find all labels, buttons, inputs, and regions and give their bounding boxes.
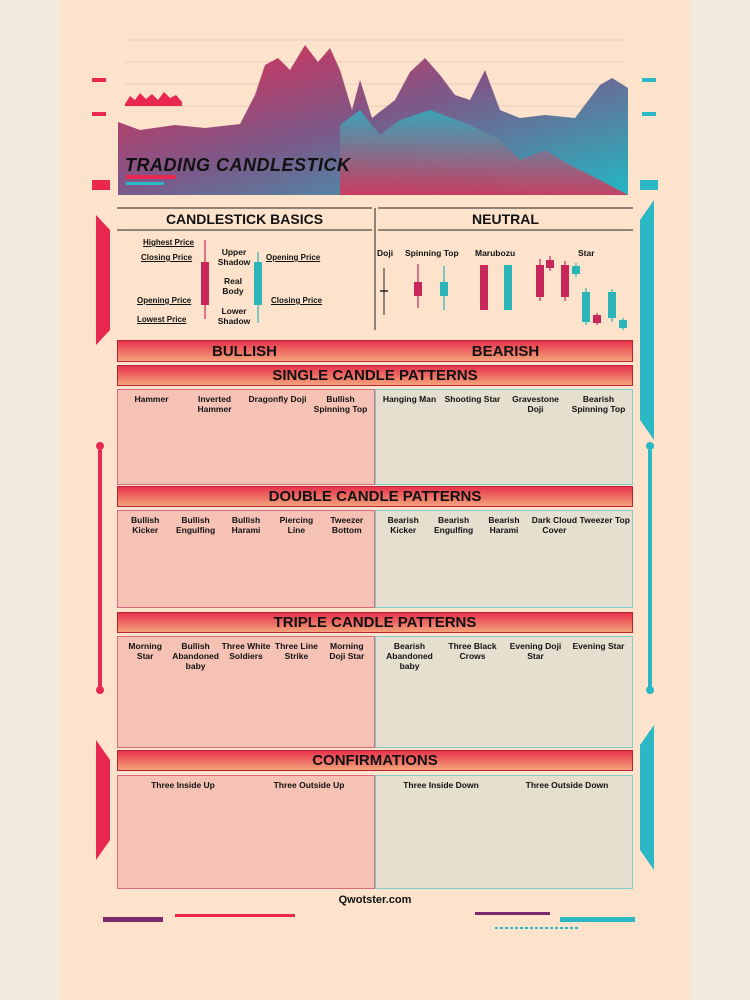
bullish-panel [117, 510, 375, 608]
neutral-label: Doji [377, 248, 394, 258]
pattern-label: Three Outside Up [273, 780, 345, 790]
section-heading: CANDLESTICK BASICS [165, 211, 324, 227]
basics-label: Highest Price [143, 238, 195, 247]
title-bar [126, 182, 164, 185]
candle-body [572, 266, 580, 274]
pattern-label: Bearish Engulfing [433, 515, 474, 535]
candle-body [414, 282, 422, 296]
pattern-label: Bullish Harami [231, 515, 261, 535]
pattern-label: Bullish Spinning Top [313, 394, 368, 414]
basics-label: Lower Shadow [217, 306, 251, 326]
candle-body [504, 265, 512, 310]
pattern-label: Evening Doji Star [509, 641, 562, 661]
basics-label: Real Body [222, 276, 244, 296]
candle-body [440, 282, 448, 296]
basics-label: Upper Shadow [217, 247, 251, 267]
side-bar [117, 340, 633, 362]
section-heading: NEUTRAL [472, 211, 539, 227]
neutral-label: Marubozu [475, 248, 516, 258]
pattern-label: Bullish Abandoned baby [172, 641, 219, 671]
section-header: CONFIRMATIONS [117, 750, 633, 771]
section-header: TRIPLE CANDLE PATTERNS [117, 612, 633, 633]
side-label: BEARISH [471, 343, 540, 360]
pattern-label: Morning Doji Star [329, 641, 365, 661]
pattern-label: Morning Star [128, 641, 162, 661]
pattern-label: Three White Soldiers [221, 641, 271, 661]
pattern-label: Shooting Star [444, 394, 501, 404]
bullish-panel [117, 636, 375, 748]
candle-body [561, 265, 569, 297]
pattern-label: Three Inside Down [403, 780, 479, 790]
pattern-label: Evening Star [572, 641, 625, 651]
bullish-panel [117, 389, 375, 485]
pattern-label: Hanging Man [382, 394, 437, 404]
mini-chart [125, 92, 182, 106]
section-header: DOUBLE CANDLE PATTERNS [117, 486, 633, 507]
section-header: SINGLE CANDLE PATTERNS [117, 365, 633, 386]
header-mountain-2 [340, 110, 628, 195]
basics-label: Opening Price [137, 296, 192, 305]
side-decor [92, 78, 658, 929]
candle-body [546, 260, 554, 268]
basics-label: Closing Price [271, 296, 323, 305]
neutral-label: Star [578, 248, 595, 258]
pattern-label: Dark Cloud Cover [531, 515, 578, 535]
candle-body [201, 262, 209, 305]
bullish-panel [117, 775, 375, 889]
candle-body [254, 262, 262, 305]
basics-lines [117, 207, 633, 330]
pattern-label: Tweezer Bottom [330, 515, 364, 535]
pattern-label: Three Inside Up [151, 780, 215, 790]
candle-body [480, 265, 488, 310]
pattern-label: Bearish Kicker [387, 515, 419, 535]
bearish-panel [375, 775, 633, 889]
pattern-label: Bullish Engulfing [175, 515, 216, 535]
neutral-label: Spinning Top [405, 248, 459, 258]
side-label: BULLISH [212, 343, 277, 360]
pattern-label: Hammer [134, 394, 169, 404]
candle-body [619, 320, 627, 328]
pattern-label: Three Black Crows [448, 641, 497, 661]
basics-label: Closing Price [141, 253, 193, 262]
candle-body [593, 315, 601, 323]
bearish-panel [375, 389, 633, 485]
pattern-label: Gravestone Doji [512, 394, 559, 414]
footer-site: Qwotster.com [338, 894, 412, 906]
candle-body [582, 292, 590, 322]
title-bar [126, 175, 176, 179]
bearish-panel [375, 510, 633, 608]
header-grid [125, 39, 625, 107]
pattern-label: Dragonfly Doji [248, 394, 307, 404]
candle-body [536, 265, 544, 297]
basics-label: Lowest Price [137, 315, 187, 324]
pattern-label: Piercing Line [279, 515, 314, 535]
pattern-label: Bearish Abandoned baby [386, 641, 433, 671]
pattern-label: Bearish Spinning Top [571, 394, 626, 414]
bearish-panel [375, 636, 633, 748]
pattern-label: Inverted Hammer [197, 394, 232, 414]
chart-title: TRADING CANDLESTICK [125, 155, 351, 175]
candle-body [608, 292, 616, 318]
pattern-label: Tweezer Top [579, 515, 630, 525]
pattern-label: Bearish Harami [488, 515, 520, 535]
pattern-label: Three Outside Down [525, 780, 609, 790]
pattern-label: Bullish Kicker [131, 515, 160, 535]
basics-label: Opening Price [266, 253, 321, 262]
pattern-label: Three Line Strike [274, 641, 318, 661]
